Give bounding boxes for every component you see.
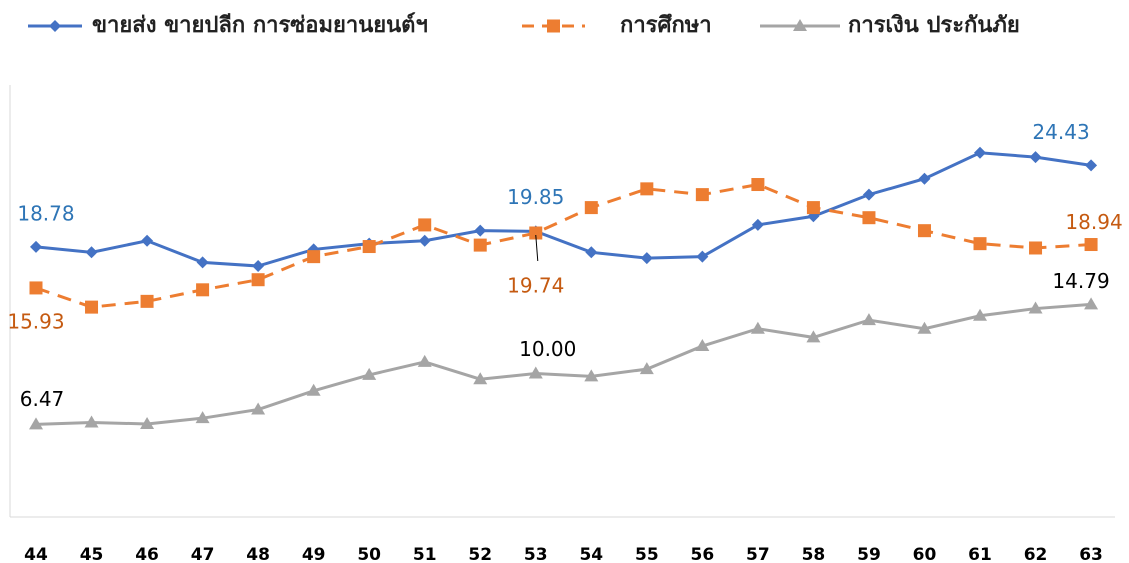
x-tick-label: 53 [524,545,548,563]
x-tick-label: 48 [246,545,270,563]
marker [49,20,61,32]
x-tick-label: 55 [635,545,659,563]
marker [584,201,598,215]
marker [29,417,43,430]
marker [362,367,377,380]
marker [751,178,765,192]
marker [251,402,266,415]
data-label: 6.47 [20,387,65,411]
marker [973,308,988,321]
marker [862,188,875,201]
data-label: 18.78 [17,201,74,225]
marker [84,415,99,428]
x-tick-label: 51 [413,545,437,563]
data-label: 19.85 [507,185,564,209]
x-tick-label: 58 [802,545,826,563]
marker [751,218,764,231]
x-tick-label: 50 [357,545,381,563]
marker [695,339,710,352]
data-label: 24.43 [1032,120,1089,144]
marker [196,283,210,297]
data-label: 15.93 [7,309,64,333]
leader-line [535,234,539,262]
marker [252,260,265,273]
marker [918,172,931,185]
marker [974,146,987,159]
marker [528,366,543,379]
marker [474,224,487,237]
data-label: 19.74 [507,273,564,297]
marker [85,300,99,314]
marker [529,226,543,240]
marker [793,19,807,31]
marker [417,354,432,367]
marker [362,240,376,254]
x-tick-label: 44 [24,545,48,563]
x-tick-label: 60 [913,545,937,563]
series-line [35,151,1092,268]
marker [140,416,155,429]
marker [306,383,321,396]
marker [640,182,654,196]
marker [862,211,876,225]
marker [917,224,931,238]
marker [806,330,821,343]
marker [85,246,98,259]
x-tick-label: 52 [468,545,492,563]
data-label: 10.00 [519,337,576,361]
marker [973,237,987,251]
marker [195,411,210,424]
marker [640,252,653,265]
x-tick-label: 49 [302,545,326,563]
marker [861,313,876,326]
marker [695,188,709,202]
legend-label: ขายส่ง ขายปลีก การซ่อมยานยนต์ฯ [92,12,428,38]
marker [750,321,765,334]
x-tick-label: 46 [135,545,159,563]
marker [196,256,209,269]
marker [547,19,560,33]
marker [30,240,42,253]
x-tick-label: 57 [746,545,770,563]
marker [1084,297,1099,310]
marker [140,294,154,308]
marker [473,372,488,385]
x-tick-label: 56 [691,545,715,563]
marker [639,362,654,375]
marker [584,369,599,382]
marker [307,250,321,264]
x-tick-label: 62 [1024,545,1048,563]
data-label: 14.79 [1052,269,1109,293]
marker [806,201,820,215]
x-tick-label: 59 [857,545,881,563]
marker [917,321,932,334]
marker [1028,301,1043,314]
marker [696,250,709,263]
x-tick-label: 61 [968,545,992,563]
marker [1029,241,1043,255]
x-tick-label: 47 [191,545,215,563]
legend-label: การเงิน ประกันภัย [848,13,1020,38]
marker [418,234,431,247]
marker [141,234,154,247]
marker [251,273,265,287]
marker [1085,159,1098,172]
x-tick-label: 63 [1079,545,1103,563]
x-tick-label: 45 [80,545,104,563]
marker [1029,151,1042,164]
marker [585,246,598,259]
x-tick-label: 54 [579,545,603,563]
data-label: 18.94 [1065,210,1122,234]
marker [1084,238,1098,252]
series-line [35,302,1092,426]
marker [473,238,487,252]
legend-label: การศึกษา [620,13,712,38]
marker [418,218,432,232]
marker [29,281,43,295]
